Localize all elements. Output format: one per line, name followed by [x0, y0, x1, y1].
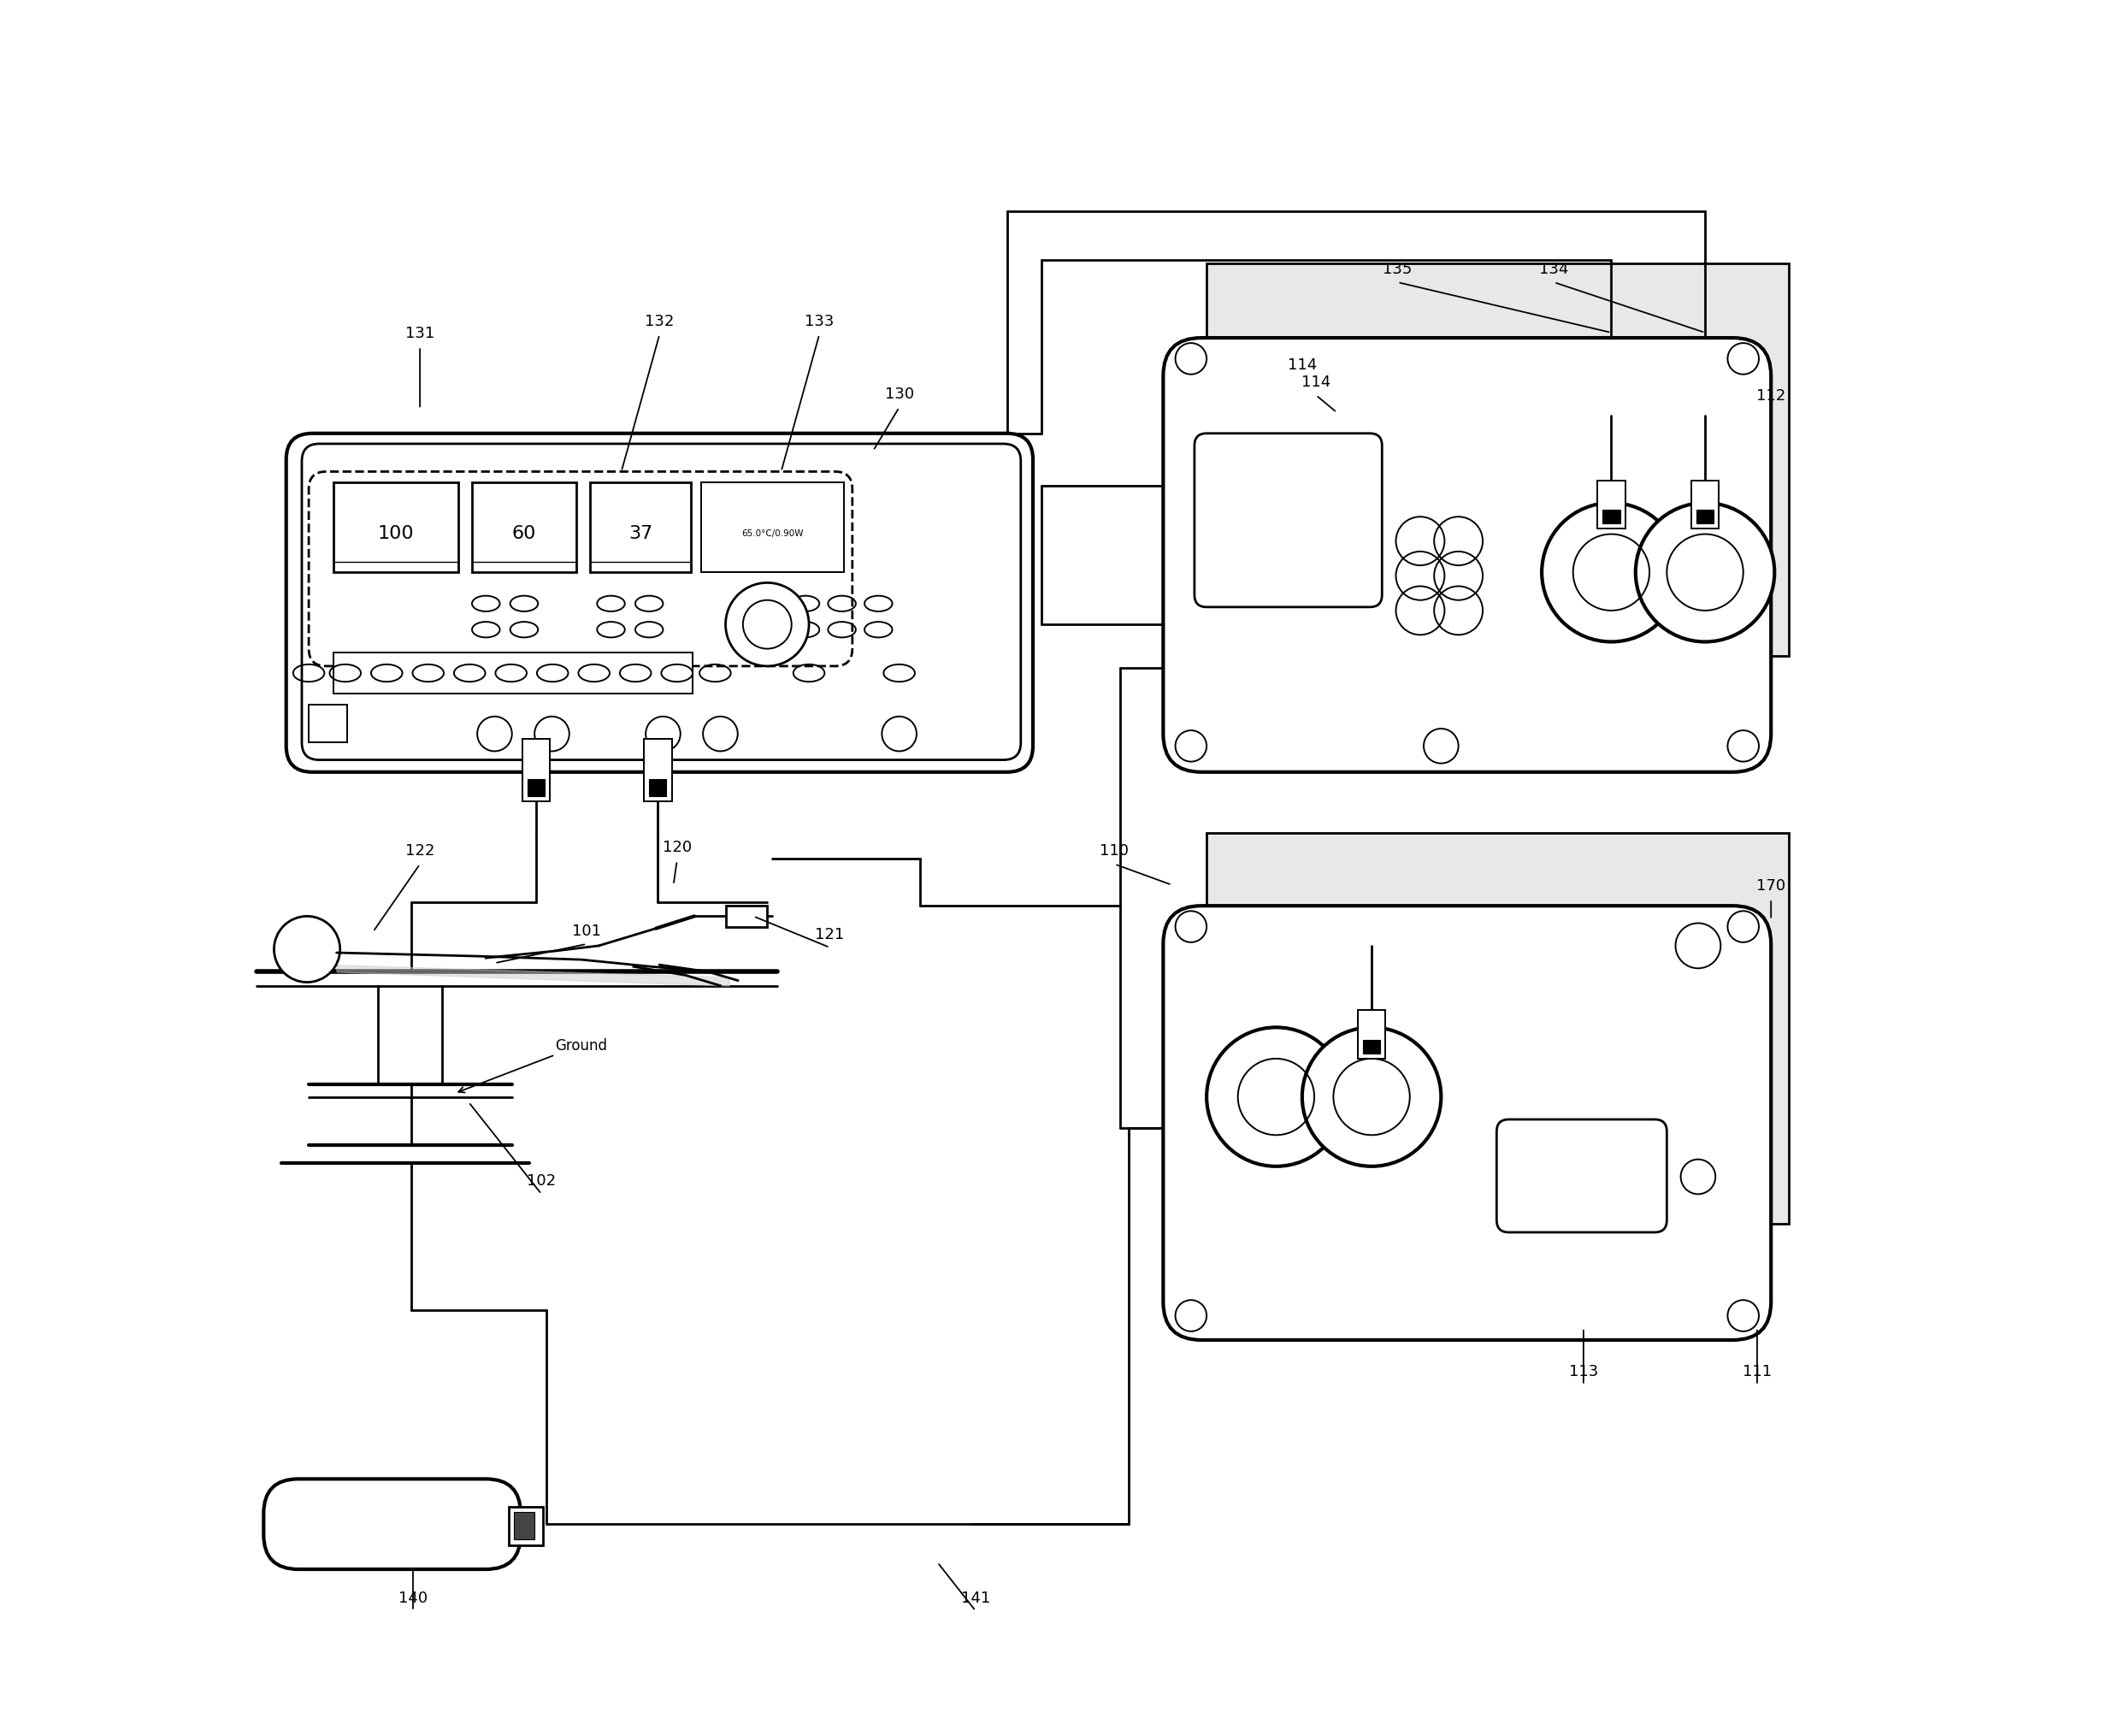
- Text: 122: 122: [405, 844, 434, 858]
- Bar: [1603, 510, 1620, 524]
- Bar: [515, 1512, 534, 1540]
- Bar: [591, 483, 690, 573]
- Circle shape: [1207, 1028, 1345, 1167]
- Circle shape: [1542, 503, 1682, 642]
- FancyBboxPatch shape: [286, 434, 1034, 773]
- Circle shape: [703, 717, 737, 752]
- Text: 170: 170: [1756, 878, 1785, 892]
- Bar: [1697, 510, 1713, 524]
- Text: 113: 113: [1569, 1364, 1599, 1378]
- Circle shape: [1175, 911, 1207, 943]
- Circle shape: [1728, 1300, 1758, 1332]
- Bar: [333, 653, 693, 694]
- Bar: [309, 705, 347, 743]
- Bar: [1362, 1040, 1381, 1054]
- Text: 131: 131: [405, 326, 434, 340]
- Circle shape: [646, 717, 680, 752]
- Text: 120: 120: [663, 840, 693, 854]
- Text: 60: 60: [513, 524, 536, 542]
- Circle shape: [1175, 1300, 1207, 1332]
- FancyBboxPatch shape: [1195, 434, 1383, 608]
- FancyBboxPatch shape: [1497, 1120, 1667, 1233]
- Bar: [644, 740, 671, 802]
- Text: 121: 121: [815, 927, 845, 941]
- Text: 134: 134: [1540, 262, 1569, 276]
- Bar: [333, 483, 457, 573]
- Circle shape: [1728, 731, 1758, 762]
- Text: 100: 100: [377, 524, 413, 542]
- Circle shape: [534, 717, 570, 752]
- Bar: [1207, 264, 1788, 656]
- FancyBboxPatch shape: [1163, 339, 1771, 773]
- Bar: [527, 779, 544, 797]
- Circle shape: [881, 717, 917, 752]
- Bar: [1358, 1010, 1385, 1059]
- Text: 114: 114: [1300, 375, 1330, 389]
- Text: 110: 110: [1099, 844, 1129, 858]
- Bar: [508, 1507, 542, 1545]
- Bar: [1597, 481, 1625, 529]
- Text: Ground: Ground: [457, 1038, 608, 1094]
- Circle shape: [273, 917, 341, 983]
- Text: 130: 130: [885, 387, 913, 401]
- Circle shape: [1175, 731, 1207, 762]
- FancyBboxPatch shape: [263, 1479, 521, 1569]
- Bar: [1207, 833, 1788, 1224]
- Text: 111: 111: [1743, 1364, 1773, 1378]
- Text: 141: 141: [962, 1590, 991, 1604]
- Circle shape: [1728, 344, 1758, 375]
- Text: 65.0°C/0.90W: 65.0°C/0.90W: [741, 529, 803, 536]
- Text: 102: 102: [527, 1174, 557, 1187]
- Text: 114: 114: [1288, 358, 1317, 372]
- Circle shape: [477, 717, 513, 752]
- Circle shape: [1303, 1028, 1440, 1167]
- Circle shape: [1635, 503, 1775, 642]
- Bar: [701, 483, 843, 573]
- Text: 37: 37: [629, 524, 652, 542]
- Text: 112: 112: [1756, 389, 1785, 403]
- Bar: [1690, 481, 1720, 529]
- FancyBboxPatch shape: [1163, 906, 1771, 1340]
- Circle shape: [1728, 911, 1758, 943]
- Text: 140: 140: [398, 1590, 428, 1604]
- Bar: [726, 906, 767, 927]
- Bar: [472, 483, 576, 573]
- Circle shape: [726, 583, 809, 667]
- Circle shape: [1175, 344, 1207, 375]
- Bar: [523, 740, 551, 802]
- Text: 135: 135: [1383, 262, 1413, 276]
- Bar: [648, 779, 667, 797]
- Text: 132: 132: [644, 314, 674, 328]
- Text: 133: 133: [805, 314, 834, 328]
- Text: 101: 101: [572, 924, 602, 937]
